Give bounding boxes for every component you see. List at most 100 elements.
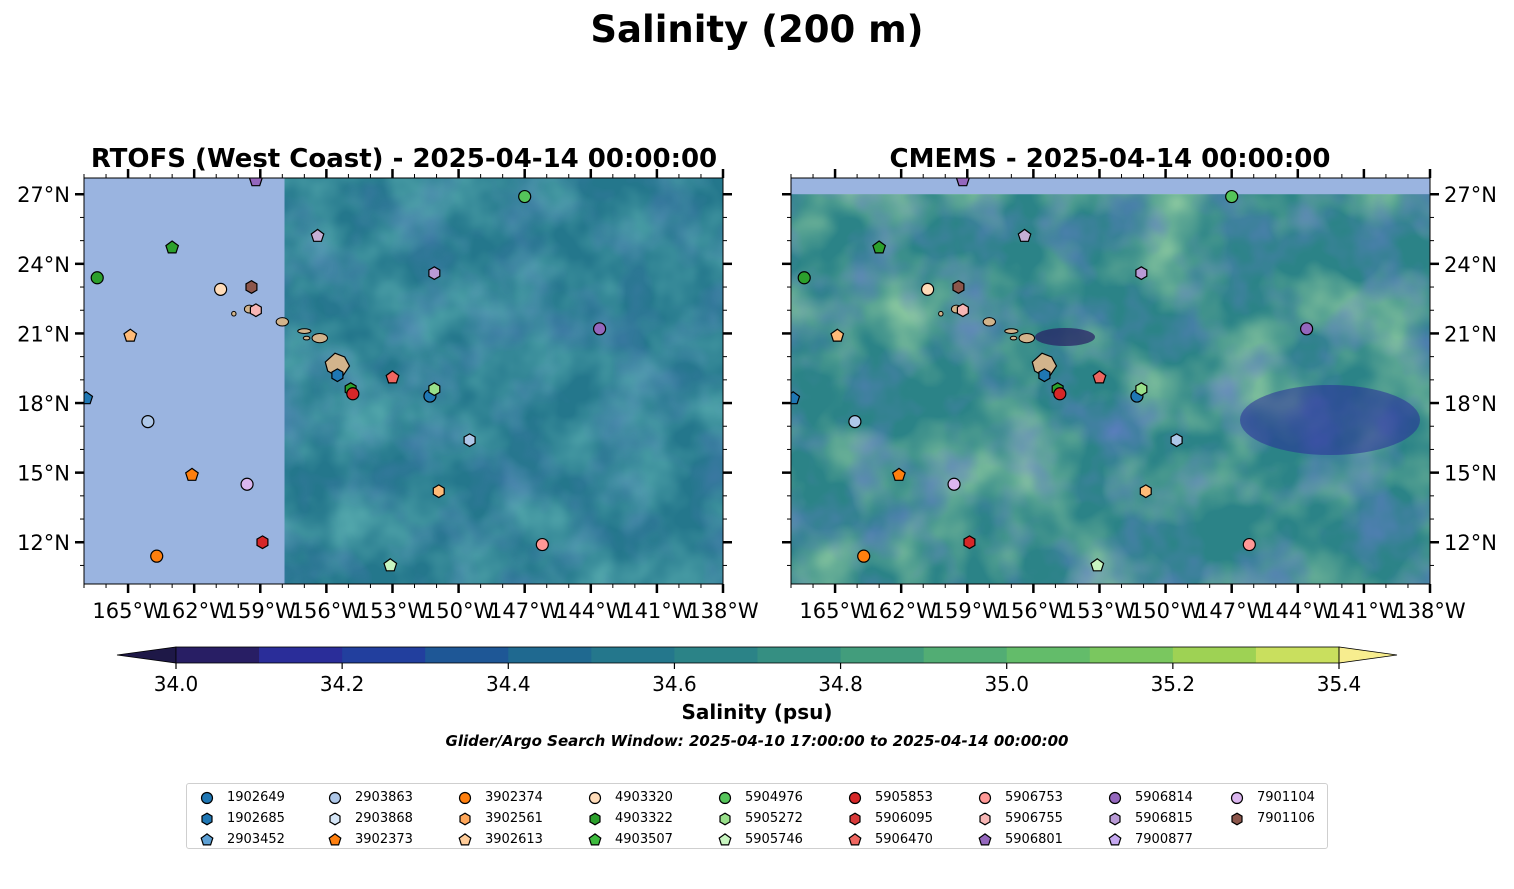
legend-entry-label: 1902649 — [227, 790, 285, 805]
legend-entry-label: 5906095 — [875, 811, 933, 826]
legend-marker-hexagon — [1109, 812, 1121, 826]
legend-entry-label: 4903320 — [615, 790, 673, 805]
colorbar-segment — [757, 647, 842, 663]
legend-marker-icon — [588, 791, 602, 805]
legend-entry-label: 2903452 — [227, 832, 285, 847]
float-3902374-marker — [150, 549, 164, 563]
float-1902685-marker — [331, 368, 344, 383]
colorbar-segment — [1172, 647, 1257, 663]
legend-marker-icon — [589, 812, 601, 826]
lon-tick-label: 153°W — [357, 599, 429, 623]
lon-tick-label: 147°W — [1196, 599, 1268, 623]
legend-entry-label: 3902374 — [485, 790, 543, 805]
float-5906470-marker — [385, 370, 400, 384]
legend-entry-label: 5906815 — [1135, 811, 1193, 826]
float-3902613-marker — [123, 328, 138, 342]
legend-marker-hexagon — [589, 812, 601, 826]
island-shape — [1009, 335, 1018, 341]
legend-marker-icon — [458, 791, 472, 805]
lon-tick-label: 147°W — [489, 599, 561, 623]
colorbar-segment — [1255, 647, 1340, 663]
lon-tick-label: 153°W — [1064, 599, 1136, 623]
legend-marker-hexagon — [329, 812, 341, 826]
legend-entry-label: 4903322 — [615, 811, 673, 826]
lon-tick-label: 141°W — [621, 599, 693, 623]
lat-tick-label: 24°N — [17, 253, 70, 277]
colorbar-tick-label: 35.0 — [984, 672, 1029, 696]
rtofs-salinity-field — [284, 178, 723, 584]
legend-marker-icon — [328, 791, 342, 805]
float-4903322-marker — [797, 271, 811, 285]
float-4903322-marker — [90, 271, 104, 285]
legend-marker-pentagon — [328, 833, 342, 846]
legend-entry-label: 3902613 — [485, 832, 543, 847]
lat-tick-label: 15°N — [17, 462, 70, 486]
colorbar-segment — [508, 647, 592, 663]
colorbar-tick-label: 35.2 — [1151, 672, 1196, 696]
float-5905272-marker — [428, 382, 441, 397]
float-2903863-marker — [848, 415, 862, 429]
colorbar-segment — [840, 647, 925, 663]
legend-marker-pentagon — [588, 833, 602, 846]
float-5906814-marker — [1300, 322, 1314, 336]
lat-tick-label: 15°N — [1444, 462, 1497, 486]
float-5905746-marker — [383, 558, 398, 572]
lon-tick-label: 150°W — [423, 599, 495, 623]
colorbar-label: Salinity (psu) — [681, 700, 832, 724]
figure-title: Salinity (200 m) — [590, 8, 923, 51]
colorbar-tick-label: 34.0 — [154, 672, 199, 696]
island-shape — [231, 310, 237, 317]
legend-marker-hexagon — [979, 812, 991, 826]
legend-marker-icon — [201, 812, 213, 826]
float-5905272-marker — [1135, 382, 1148, 397]
float-2903452-marker — [791, 391, 801, 405]
float-5906755-marker — [249, 303, 262, 318]
lon-tick-label: 144°W — [555, 599, 627, 623]
lon-tick-label: 144°W — [1262, 599, 1334, 623]
lon-tick-label: 159°W — [932, 599, 1004, 623]
legend-marker-circle — [588, 791, 602, 805]
cmems-panel: CMEMS - 2025-04-14 00:00:00 165°W162°W15… — [782, 144, 1497, 623]
lon-tick-label: 150°W — [1130, 599, 1202, 623]
lat-tick-label: 24°N — [1444, 253, 1497, 277]
legend-marker-pentagon — [458, 833, 472, 846]
legend-entry-label: 5904976 — [745, 790, 803, 805]
cmems-axes: 165°W162°W159°W156°W153°W150°W147°W144°W… — [782, 169, 1497, 623]
colorbar-tick-label: 34.4 — [486, 672, 531, 696]
lon-tick-label: 165°W — [799, 599, 871, 623]
legend-marker-hexagon — [201, 812, 213, 826]
legend-marker-icon — [848, 833, 862, 846]
island-shape — [1004, 328, 1019, 334]
colorbar-segment — [259, 647, 343, 663]
float-5906753-marker — [535, 537, 549, 552]
float-4903320-marker — [921, 282, 935, 296]
legend-entry-label: 2903868 — [355, 811, 413, 826]
island-shape — [302, 335, 311, 341]
island-shape — [311, 332, 328, 344]
legend-entry-label: 7900877 — [1135, 832, 1193, 847]
legend-marker-circle — [1108, 791, 1122, 805]
legend-marker-icon — [459, 812, 471, 826]
legend-entry-label: 5906801 — [1005, 832, 1063, 847]
legend-marker-hexagon — [1231, 812, 1243, 826]
colorbar-tick-label: 34.6 — [652, 672, 697, 696]
lon-tick-label: 162°W — [158, 599, 230, 623]
float-5906801-marker — [955, 178, 970, 187]
cmems-float-markers — [791, 178, 1314, 572]
lat-tick-label: 27°N — [17, 183, 70, 207]
legend-marker-pentagon — [718, 833, 732, 846]
float-2903863-marker — [141, 415, 155, 429]
legend-entry-label: 3902561 — [485, 811, 543, 826]
float-4903320-marker — [214, 282, 228, 296]
legend-marker-icon — [718, 791, 732, 805]
legend-marker-circle — [200, 791, 214, 805]
legend-marker-icon — [588, 833, 602, 846]
float-7901106-marker — [245, 280, 258, 294]
search-window-note: Glider/Argo Search Window: 2025-04-10 17… — [446, 732, 1069, 750]
float-legend: 1902649 1902685 2903452 2903863 2903868 39023… — [186, 783, 1328, 849]
legend-entry-label: 7901104 — [1257, 790, 1315, 805]
legend-marker-icon — [1108, 833, 1122, 846]
legend-marker-pentagon — [848, 833, 862, 846]
float-3902373-marker — [184, 467, 199, 481]
